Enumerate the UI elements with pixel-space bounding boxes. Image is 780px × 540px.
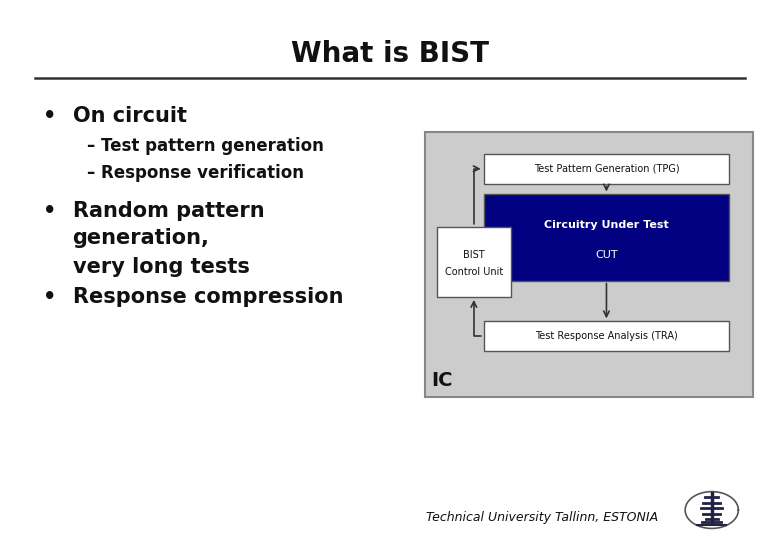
Text: Technical University Tallinn, ESTONIA: Technical University Tallinn, ESTONIA	[426, 511, 658, 524]
Text: Response compression: Response compression	[73, 287, 343, 307]
Text: Test pattern generation: Test pattern generation	[101, 137, 324, 155]
Text: •: •	[43, 106, 56, 126]
Text: Control Unit: Control Unit	[445, 267, 503, 278]
Bar	[484, 154, 729, 184]
Text: Response verification: Response verification	[101, 164, 304, 182]
Bar	[437, 227, 511, 297]
Text: What is BIST: What is BIST	[291, 40, 489, 68]
Bar	[425, 132, 753, 397]
Bar	[484, 321, 729, 351]
Text: Circuitry Under Test: Circuitry Under Test	[544, 220, 668, 229]
Text: –: –	[86, 164, 94, 182]
Text: •: •	[43, 200, 56, 221]
Text: On circuit: On circuit	[73, 106, 186, 126]
Text: Random pattern: Random pattern	[73, 200, 264, 221]
Text: •: •	[43, 287, 56, 307]
Text: generation,: generation,	[73, 227, 209, 248]
Text: Test Response Analysis (TRA): Test Response Analysis (TRA)	[535, 331, 678, 341]
Bar	[484, 194, 729, 281]
Text: BIST: BIST	[463, 250, 484, 260]
Text: IC: IC	[431, 371, 453, 390]
Text: CUT: CUT	[595, 250, 618, 260]
Text: –: –	[86, 137, 94, 155]
Text: Test Pattern Generation (TPG): Test Pattern Generation (TPG)	[534, 164, 679, 174]
Text: very long tests: very long tests	[73, 257, 250, 278]
